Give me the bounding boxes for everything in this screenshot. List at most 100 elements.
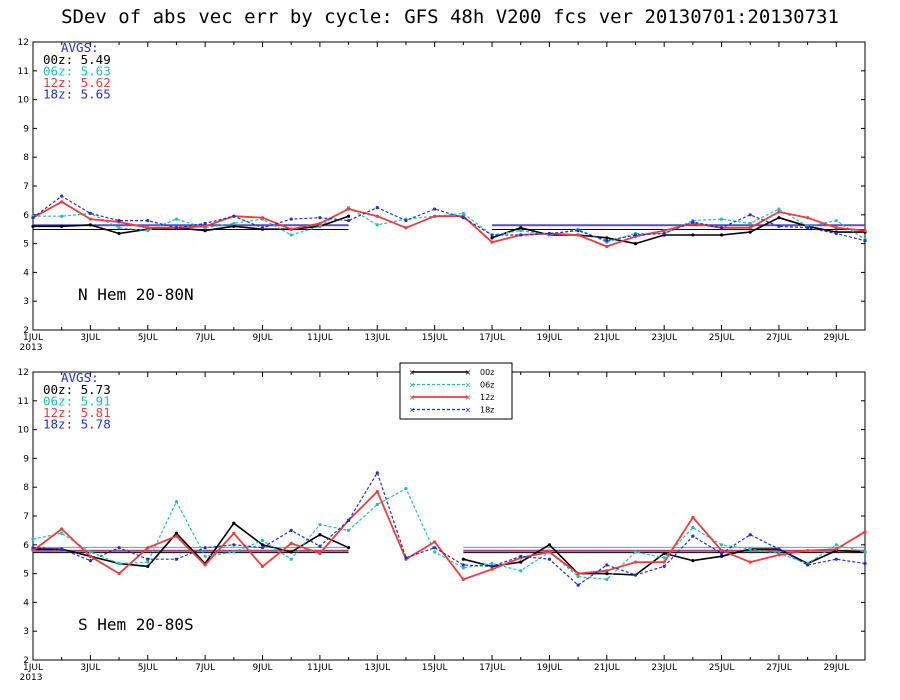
data-point-12z (146, 226, 150, 230)
data-point-12z (260, 564, 265, 569)
y-tick-label: 9 (23, 124, 29, 134)
y-tick-label: 8 (23, 153, 29, 163)
data-point-18z (60, 547, 64, 551)
data-point-00z (289, 550, 293, 554)
data-point-06z (60, 214, 64, 218)
data-point-18z (576, 229, 580, 233)
data-point-06z (88, 550, 92, 554)
data-point-00z (146, 564, 150, 569)
data-point-18z (117, 546, 121, 550)
x-tick-label: 9JUL (253, 663, 273, 673)
y-tick-label: 8 (23, 483, 29, 493)
x-tick-label: 17JUL (479, 333, 505, 343)
x-tick-label: 27JUL (766, 663, 792, 673)
x-tick-label: 23JUL (651, 333, 677, 343)
x-tick-label: 15JUL (422, 663, 448, 673)
data-point-18z (834, 231, 838, 236)
series-line-18z (32, 195, 866, 242)
data-point-12z (433, 540, 437, 544)
x-tick-label: 29JUL (823, 333, 849, 343)
x-tick-label: 15JUL (422, 333, 448, 343)
data-point-00z (605, 572, 609, 576)
x-tick-label: 1JUL (23, 663, 43, 673)
data-point-18z (777, 547, 781, 551)
data-point-18z (519, 554, 523, 558)
data-point-18z (146, 557, 150, 561)
data-point-18z (31, 216, 35, 220)
data-point-18z (605, 239, 609, 243)
x-tick-label: 23JUL (651, 663, 677, 673)
data-point-12z (31, 548, 35, 553)
data-point-18z (748, 213, 752, 217)
data-point-12z (576, 233, 580, 237)
legend-marker-12z: × (465, 393, 472, 402)
x-tick-label: 1JUL (23, 333, 43, 343)
data-point-12z (60, 527, 64, 531)
data-point-12z (174, 534, 179, 538)
data-point-18z (662, 231, 666, 236)
data-point-12z (834, 226, 838, 230)
page-title: SDev of abs vec err by cycle: GFS 48h V2… (61, 6, 839, 28)
data-point-00z (662, 551, 666, 556)
x-tick-label: 19JUL (537, 663, 563, 673)
data-point-18z (375, 206, 379, 210)
data-point-06z (834, 543, 838, 547)
data-point-12z (748, 560, 752, 564)
data-point-06z (633, 550, 638, 554)
data-point-06z (375, 502, 379, 507)
data-point-00z (31, 224, 35, 228)
series-line-18z (32, 472, 866, 586)
data-point-00z (203, 229, 207, 233)
data-point-18z (375, 471, 379, 475)
data-point-12z (633, 560, 638, 564)
y-tick-label: 5 (23, 240, 29, 250)
data-point-06z (433, 550, 437, 554)
data-point-00z (461, 557, 465, 561)
data-point-18z (633, 573, 638, 577)
data-point-00z (719, 233, 724, 237)
data-point-18z (461, 563, 465, 567)
data-point-06z (318, 224, 322, 228)
data-point-06z (461, 211, 465, 215)
data-point-12z (605, 244, 609, 249)
data-point-06z (117, 226, 121, 230)
data-point-06z (519, 569, 523, 573)
avg-label-18z: 18z: 5.78 (43, 417, 111, 432)
series-line-12z (32, 490, 866, 581)
y-tick-label: 6 (23, 211, 29, 221)
data-point-18z (748, 533, 752, 537)
data-point-00z (519, 560, 523, 564)
data-point-12z (748, 226, 752, 230)
avg-label-00z: 00z: 5.73 (43, 382, 111, 397)
data-point-00z (346, 546, 351, 550)
avg-label-06z: 06z: 5.63 (43, 64, 111, 79)
legend-marker-18z: × (465, 406, 472, 415)
data-point-18z (232, 214, 236, 218)
data-point-18z (863, 561, 867, 566)
data-point-12z (203, 563, 207, 567)
data-point-06z (31, 537, 35, 541)
data-point-18z (203, 546, 207, 550)
data-point-12z (691, 515, 695, 520)
data-point-00z (633, 242, 638, 246)
y-tick-label: 3 (23, 297, 29, 307)
y-tick-label: 12 (18, 38, 29, 48)
data-point-12z (318, 221, 322, 226)
data-point-06z (146, 229, 150, 233)
data-point-18z (547, 231, 552, 236)
data-point-06z (260, 538, 265, 543)
data-point-12z (719, 548, 724, 553)
data-point-06z (719, 543, 724, 547)
data-point-12z (433, 214, 437, 218)
data-point-00z (691, 233, 695, 237)
legend-label-12z: 12z (480, 393, 494, 402)
data-point-00z (60, 224, 64, 228)
y-tick-label: 11 (18, 397, 29, 407)
data-point-06z (203, 554, 207, 558)
data-point-06z (748, 221, 752, 226)
data-point-06z (375, 223, 379, 227)
data-point-12z (662, 560, 666, 564)
data-point-12z (318, 551, 322, 556)
data-point-06z (117, 561, 121, 566)
legend-label-06z: 06z (480, 381, 494, 390)
